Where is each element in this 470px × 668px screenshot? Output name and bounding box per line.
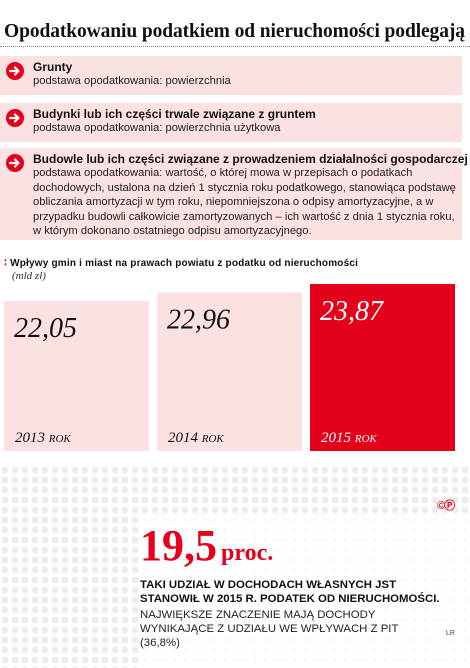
arrow-right-icon <box>6 62 24 80</box>
arrow-right-icon <box>6 109 24 127</box>
stat-value: 19,5 proc. <box>140 520 273 571</box>
arrow-right-icon <box>6 154 24 172</box>
item-text: podstawa opodatkowania: wartość, o które… <box>33 167 456 237</box>
bar-category-label: 2014 ROK <box>168 430 224 446</box>
bar-chart: 22,05 2013 ROK 22,96 2014 ROK 23,87 2015 ROK <box>4 284 455 451</box>
stat-description: TAKI UDZIAŁ W DOCHODACH WŁASNYCH JST STA… <box>140 579 440 605</box>
dot-pattern-background <box>1 466 469 668</box>
item-box-grunty: Grunty podstawa opodatkowania: powierzch… <box>0 56 462 95</box>
title-bar: Opodatkowaniu podatkiem od nieruchomości… <box>0 0 470 48</box>
bar-2 <box>310 284 455 451</box>
stat-number: 19,5 <box>140 521 217 570</box>
page-title: Opodatkowaniu podatkiem od nieruchomości… <box>4 21 465 42</box>
title-divider <box>0 46 470 47</box>
item-text: podstawa opodatkowania: powierzchnia <box>33 75 231 87</box>
stat-unit: proc. <box>221 540 274 566</box>
chart-marker-icon: ∶ <box>4 257 8 269</box>
chart-title-text: Wpływy gmin i miast na prawach powiatu z… <box>10 258 359 269</box>
bar-value-label: 23,87 <box>320 296 384 327</box>
bar-category-label: 2015 ROK <box>321 430 377 446</box>
bar-value-label: 22,05 <box>14 313 77 344</box>
bar-category-label: 2013 ROK <box>15 430 71 446</box>
item-text: podstawa opodatkowania: powierzchnia uży… <box>33 122 281 134</box>
item-heading: Grunty <box>33 60 73 74</box>
item-heading: Budynki lub ich części trwale związane z… <box>33 107 316 121</box>
author-initials: LR <box>446 630 455 637</box>
item-heading: Budowle lub ich części związane z prowad… <box>33 152 468 166</box>
stat-subnote: NAJWIĘKSZE ZNACZENIE MAJĄ DOCHODY WYNIKA… <box>140 609 399 649</box>
source-badge: ©Ⓟ <box>437 500 455 512</box>
chart-title: ∶ Wpływy gmin i miast na prawach powiatu … <box>4 256 358 269</box>
item-box-budynki: Budynki lub ich części trwale związane z… <box>0 103 462 142</box>
item-box-budowle: Budowle lub ich części związane z prowad… <box>0 148 468 240</box>
bar-value-label: 22,96 <box>167 305 230 336</box>
chart-unit: (mld zł) <box>12 270 46 282</box>
bar-0 <box>4 301 149 451</box>
bar-1 <box>157 292 302 451</box>
